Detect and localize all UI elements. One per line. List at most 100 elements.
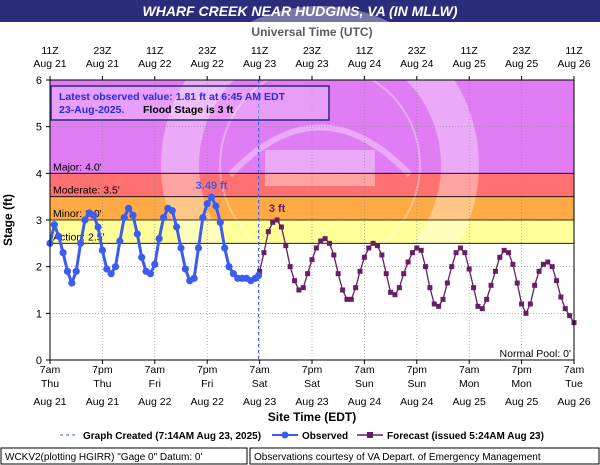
- top-tick-date: Aug 25: [453, 58, 486, 70]
- bottom-tick-day: Fri: [201, 378, 213, 390]
- forecast-point: [527, 301, 533, 307]
- legend: Graph Created (7:14AM Aug 23, 2025) Obse…: [60, 431, 544, 442]
- forecast-point: [366, 245, 372, 251]
- band-label-major: Major: 4.0': [53, 161, 102, 173]
- forecast-point: [313, 245, 319, 251]
- bottom-tick-day: Sat: [252, 378, 268, 390]
- band-minor: [50, 196, 574, 220]
- forecast-point: [331, 252, 337, 258]
- observed-point: [221, 244, 229, 252]
- bottom-axis-title: Site Time (EDT): [268, 410, 356, 424]
- observed-point: [125, 204, 133, 212]
- forecast-point: [322, 236, 328, 242]
- bottom-tick-date: Aug 23: [243, 396, 276, 408]
- forecast-point: [554, 278, 560, 284]
- forecast-point: [361, 254, 367, 260]
- forecast-point: [492, 268, 498, 274]
- forecast-point: [475, 303, 481, 309]
- normal-pool-label: Normal Pool: 0': [500, 348, 571, 360]
- top-tick-date: Aug 25: [505, 58, 538, 70]
- forecast-point: [278, 224, 284, 230]
- observed-point: [107, 270, 115, 278]
- forecast-point: [532, 282, 538, 288]
- noaa-watermark: [161, 6, 479, 324]
- chart-title: WHARF CREEK NEAR HUDGINS, VA (IN MLLW): [143, 3, 458, 19]
- bottom-tick-time: 7am: [40, 364, 61, 376]
- observed-point: [103, 265, 111, 273]
- top-tick-date: Aug 21: [33, 58, 66, 70]
- bottom-tick-time: 7pm: [197, 364, 218, 376]
- peak-label: 3 ft: [269, 203, 286, 215]
- forecast-point: [340, 287, 346, 293]
- bottom-tick-day: Sun: [355, 378, 374, 390]
- bottom-tick-day: Mon: [511, 378, 532, 390]
- forecast-point: [562, 306, 568, 312]
- bottom-tick-date: Aug 21: [86, 396, 119, 408]
- observed-point: [81, 216, 89, 224]
- forecast-point: [392, 292, 398, 298]
- forecast-point: [536, 268, 542, 274]
- top-tick-label: 23Z: [513, 45, 532, 57]
- observed-point: [212, 202, 220, 210]
- forecast-point: [427, 285, 433, 291]
- y-tick-label: 1: [36, 308, 42, 320]
- forecast-point: [471, 285, 477, 291]
- forecast-point: [423, 264, 429, 270]
- bottom-tick-date: Aug 23: [295, 396, 328, 408]
- forecast-point: [462, 250, 468, 256]
- bottom-tick-day: Tue: [565, 378, 583, 390]
- observed-point: [90, 211, 98, 219]
- y-tick-label: 3: [36, 215, 42, 227]
- forecast-point: [457, 245, 463, 251]
- band-label-action: Action: 2.5': [53, 231, 105, 243]
- observed-point: [138, 253, 146, 261]
- bottom-tick-day: Sat: [304, 378, 320, 390]
- bottom-axis-ticks: 7am Thu Aug 21 7pm Thu Aug 21 7am Fri Aug 22 7pm F…: [33, 360, 591, 408]
- forecast-point: [484, 296, 490, 302]
- top-axis-title: Universal Time (UTC): [251, 25, 372, 39]
- observed-point: [203, 200, 211, 208]
- top-tick-label: 11Z: [41, 45, 59, 57]
- forecast-point: [296, 287, 302, 293]
- forecast-point: [357, 268, 363, 274]
- forecast-point: [405, 259, 411, 265]
- forecast-point: [501, 247, 507, 253]
- observed-point: [59, 249, 67, 257]
- forecast-point: [265, 229, 271, 235]
- observed-point: [72, 267, 80, 275]
- bottom-tick-date: Aug 22: [138, 396, 171, 408]
- forecast-point: [283, 243, 289, 249]
- forecast-point: [348, 296, 354, 302]
- forecast-point: [375, 243, 380, 249]
- forecast-point: [540, 261, 546, 267]
- forecast-point: [300, 285, 306, 291]
- legend-observed-marker: [281, 431, 289, 439]
- observed-point: [151, 260, 159, 268]
- observed-point: [199, 214, 207, 222]
- top-tick-date: Aug 22: [191, 58, 224, 70]
- footer-datum: WCKV2(plotting HGIRR) "Gage 0" Datum: 0': [5, 452, 202, 463]
- bottom-tick-day: Sun: [407, 378, 426, 390]
- observed-point: [133, 230, 141, 238]
- forecast-point: [370, 240, 376, 246]
- grid-lines: [50, 80, 574, 360]
- band-action: [50, 220, 574, 244]
- forecast-point: [440, 296, 446, 302]
- forecast-point: [466, 266, 472, 272]
- forecast-point: [383, 271, 389, 277]
- y-axis: 0 1 2 3 4 5 6: [36, 75, 50, 367]
- observed-point: [63, 267, 72, 275]
- latest-value-text: Latest observed value: 1.81 ft at 6:45 A…: [59, 91, 286, 103]
- observed-point: [155, 235, 163, 243]
- observed-point: [225, 263, 233, 271]
- forecast-series: [257, 217, 577, 326]
- observed-point: [129, 211, 137, 219]
- bottom-tick-date: Aug 25: [505, 396, 538, 408]
- legend-graph-created: Graph Created (7:14AM Aug 23, 2025): [83, 431, 261, 442]
- forecast-point: [344, 296, 350, 302]
- observed-point: [194, 244, 203, 252]
- observed-point: [254, 271, 263, 280]
- top-tick-label: 11Z: [251, 45, 269, 57]
- y-tick-label: 2: [36, 262, 42, 274]
